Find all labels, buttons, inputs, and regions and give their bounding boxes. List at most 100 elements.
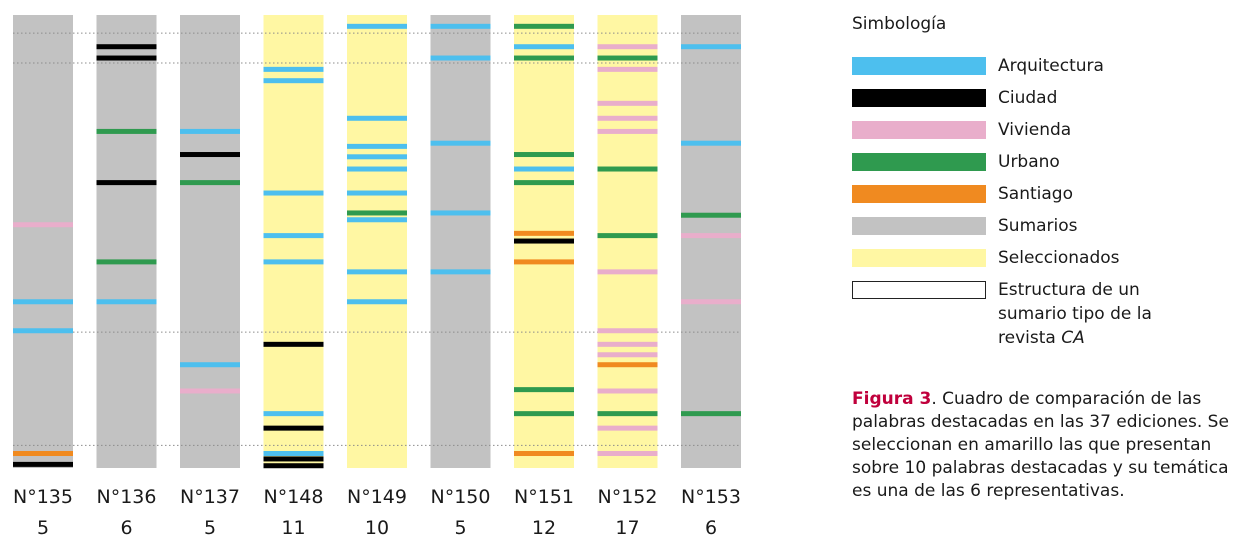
keyword-mark-santiago — [514, 259, 574, 265]
keyword-mark-ciudad — [263, 425, 324, 431]
keyword-mark-arquitectura — [430, 55, 491, 61]
keyword-mark-ciudad — [96, 180, 157, 186]
keyword-mark-urbano — [514, 23, 574, 29]
legend-swatch — [852, 89, 986, 107]
keyword-mark-arquitectura — [347, 190, 407, 196]
edition-column-N°150 — [430, 15, 491, 468]
keyword-mark-santiago — [597, 362, 658, 368]
keyword-mark-vivienda — [597, 100, 658, 106]
keyword-mark-arquitectura — [347, 299, 407, 305]
keyword-mark-urbano — [96, 128, 157, 134]
edition-count-label: 6 — [120, 517, 133, 539]
edition-count-label: 10 — [364, 517, 390, 539]
keyword-mark-arquitectura — [180, 362, 240, 368]
keyword-mark-vivienda — [597, 388, 658, 394]
keyword-mark-arquitectura — [180, 128, 240, 134]
keyword-mark-arquitectura — [263, 66, 324, 72]
edition-number-label: N°150 — [430, 486, 491, 508]
keyword-mark-santiago — [514, 451, 574, 457]
edition-column-N°137 — [180, 15, 240, 468]
legend-label: Vivienda — [998, 120, 1072, 140]
edition-column-N°153 — [681, 15, 741, 468]
edition-number-label: N°135 — [13, 486, 73, 508]
keyword-mark-vivienda — [180, 388, 240, 394]
keyword-mark-urbano — [347, 210, 407, 216]
legend-swatch — [852, 57, 986, 75]
keyword-mark-arquitectura — [263, 259, 324, 265]
keyword-mark-urbano — [514, 152, 574, 158]
keyword-mark-arquitectura — [514, 166, 574, 172]
keyword-mark-arquitectura — [347, 23, 407, 29]
edition-count-label: 5 — [454, 517, 467, 539]
keyword-mark-arquitectura — [13, 299, 73, 305]
keyword-mark-urbano — [180, 180, 240, 186]
edition-count-label: 12 — [531, 517, 557, 539]
keyword-mark-ciudad — [180, 152, 240, 158]
keyword-mark-arquitectura — [514, 44, 574, 50]
keyword-mark-urbano — [597, 166, 658, 172]
keyword-mark-arquitectura — [347, 217, 407, 223]
edition-number-label: N°151 — [514, 486, 574, 508]
legend-swatch — [852, 217, 986, 235]
edition-column-N°135 — [13, 15, 73, 468]
edition-count-label: 11 — [281, 517, 306, 539]
keyword-mark-arquitectura — [263, 451, 324, 457]
keyword-mark-urbano — [96, 259, 157, 265]
legend-swatch-structure — [852, 281, 986, 299]
keyword-mark-ciudad — [96, 55, 157, 61]
keyword-mark-vivienda — [597, 328, 658, 334]
legend-label: Sumarios — [998, 216, 1078, 236]
keyword-mark-vivienda — [597, 66, 658, 72]
legend-structure-italic: CA — [1061, 328, 1085, 348]
legend-item-ciudad: Ciudad — [852, 86, 1183, 118]
legend-label: Arquitectura — [998, 56, 1104, 76]
edition-number-label: N°137 — [180, 486, 240, 508]
keyword-mark-urbano — [597, 55, 658, 61]
keyword-mark-urbano — [514, 411, 574, 417]
keyword-mark-arquitectura — [430, 210, 491, 216]
legend-title: Simbología — [852, 14, 947, 34]
legend-swatch — [852, 249, 986, 267]
keyword-mark-arquitectura — [96, 299, 157, 305]
keyword-mark-arquitectura — [263, 233, 324, 239]
keyword-mark-urbano — [681, 411, 741, 417]
legend-swatch — [852, 153, 986, 171]
edition-column-N°148 — [263, 15, 324, 468]
keyword-mark-urbano — [514, 387, 574, 393]
legend-label: Urbano — [998, 152, 1060, 172]
legend-label: Santiago — [998, 184, 1073, 204]
keyword-mark-arquitectura — [263, 190, 324, 196]
legend-items: Arquitectura Ciudad Vivienda Urbano Santiago… — [852, 54, 1183, 278]
legend-swatch — [852, 185, 986, 203]
keyword-mark-ciudad — [514, 238, 574, 244]
keyword-mark-arquitectura — [347, 143, 407, 149]
figure-caption: Figura 3. Cuadro de comparación de las p… — [852, 388, 1232, 503]
keyword-mark-arquitectura — [263, 78, 324, 84]
legend-item-seleccionados: Seleccionados — [852, 246, 1183, 278]
keyword-mark-arquitectura — [13, 328, 73, 334]
comparison-chart — [13, 15, 741, 469]
keyword-mark-vivienda — [597, 115, 658, 121]
keyword-mark-urbano — [597, 411, 658, 417]
edition-count-label: 6 — [704, 517, 718, 539]
edition-number-label: N°148 — [263, 486, 324, 508]
keyword-mark-arquitectura — [263, 411, 324, 417]
keyword-mark-ciudad — [263, 463, 324, 469]
edition-count-label: 5 — [203, 517, 217, 539]
legend-structure-label: Estructura de un sumario tipo de la revi… — [998, 280, 1152, 348]
keyword-mark-vivienda — [597, 451, 658, 457]
keyword-mark-arquitectura — [347, 154, 407, 160]
keyword-mark-vivienda — [681, 299, 741, 305]
keyword-mark-santiago — [514, 230, 574, 236]
keyword-mark-urbano — [681, 212, 741, 218]
legend-item-sumarios: Sumarios — [852, 214, 1183, 246]
keyword-mark-arquitectura — [430, 269, 491, 275]
keyword-mark-arquitectura — [681, 140, 741, 146]
keyword-mark-vivienda — [597, 128, 658, 134]
legend-item-santiago: Santiago — [852, 182, 1183, 214]
legend-item-arquitectura: Arquitectura — [852, 54, 1183, 86]
keyword-mark-ciudad — [13, 461, 73, 467]
keyword-mark-vivienda — [597, 352, 658, 358]
legend: Simbología Arquitectura Ciudad Vivienda Urb… — [852, 14, 1183, 348]
keyword-mark-arquitectura — [430, 23, 491, 29]
